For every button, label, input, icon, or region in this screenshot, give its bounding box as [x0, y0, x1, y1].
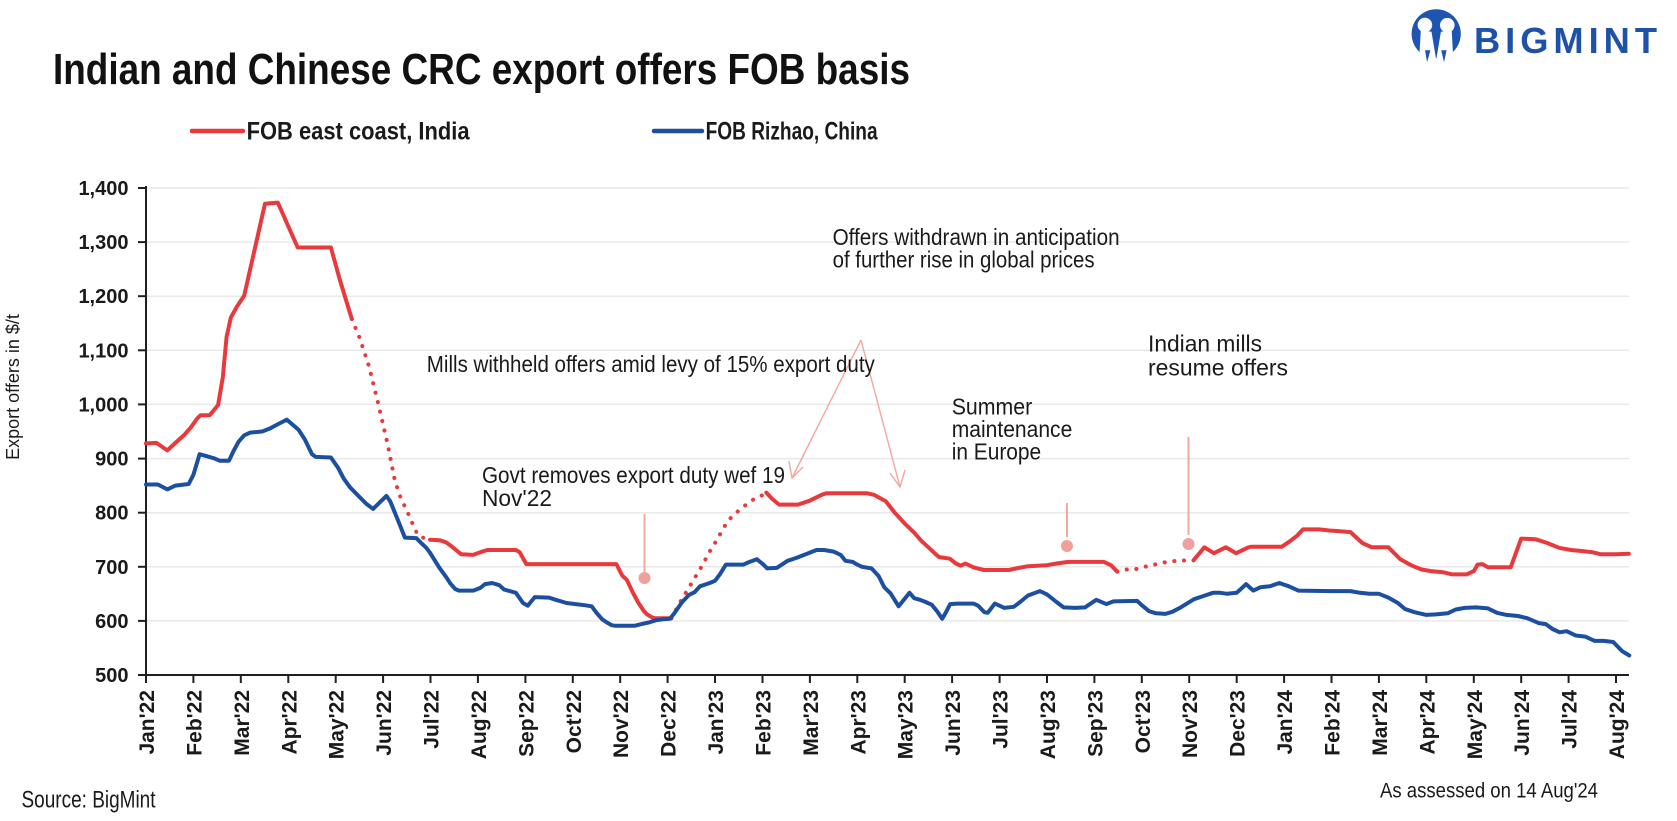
svg-text:May'22: May'22: [326, 690, 349, 759]
svg-text:May'24: May'24: [1464, 690, 1487, 760]
svg-text:Jun'22: Jun'22: [373, 690, 396, 756]
svg-text:FOB east coast, India: FOB east coast, India: [247, 118, 471, 146]
svg-text:BIGMINT: BIGMINT: [1474, 20, 1662, 61]
svg-text:Apr'23: Apr'23: [847, 690, 870, 755]
svg-text:800: 800: [95, 503, 128, 525]
svg-text:in Europe: in Europe: [952, 439, 1041, 465]
svg-text:Oct'23: Oct'23: [1132, 690, 1155, 753]
svg-text:Apr'24: Apr'24: [1416, 690, 1439, 755]
svg-text:Sep'22: Sep'22: [515, 690, 538, 757]
svg-text:resume offers: resume offers: [1148, 355, 1288, 381]
svg-text:Indian mills: Indian mills: [1148, 331, 1262, 357]
svg-text:maintenance: maintenance: [952, 416, 1073, 442]
svg-text:of further rise in global pric: of further rise in global prices: [833, 247, 1095, 273]
svg-text:Mills withheld offers amid lev: Mills withheld offers amid levy of 15% e…: [427, 351, 875, 377]
svg-text:As assessed on 14 Aug'24: As assessed on 14 Aug'24: [1380, 779, 1598, 803]
svg-text:700: 700: [95, 557, 128, 579]
svg-text:Feb'24: Feb'24: [1322, 690, 1345, 756]
svg-text:Mar'23: Mar'23: [800, 690, 823, 756]
svg-text:900: 900: [95, 449, 128, 471]
svg-text:FOB Rizhao, China: FOB Rizhao, China: [706, 118, 879, 146]
svg-text:Sep'23: Sep'23: [1084, 690, 1107, 757]
svg-text:Nov'22: Nov'22: [610, 690, 633, 758]
svg-text:Mar'22: Mar'22: [231, 690, 254, 756]
svg-text:1,300: 1,300: [78, 232, 128, 254]
svg-text:Govt removes export duty wef 1: Govt removes export duty wef 19: [482, 462, 785, 488]
svg-text:Offers withdrawn in anticipati: Offers withdrawn in anticipation: [833, 224, 1120, 250]
svg-text:Nov'23: Nov'23: [1179, 690, 1202, 758]
svg-text:Aug'24: Aug'24: [1606, 690, 1629, 759]
svg-text:Oct'22: Oct'22: [563, 690, 586, 753]
svg-text:Jul'22: Jul'22: [421, 690, 444, 749]
svg-text:Mar'24: Mar'24: [1369, 690, 1392, 756]
svg-text:600: 600: [95, 611, 128, 633]
svg-text:May'23: May'23: [895, 690, 918, 759]
svg-text:500: 500: [95, 665, 128, 687]
svg-text:1,400: 1,400: [78, 178, 128, 200]
svg-text:1,200: 1,200: [78, 286, 128, 308]
svg-text:Jun'23: Jun'23: [942, 690, 965, 756]
svg-text:Jul'23: Jul'23: [990, 690, 1013, 749]
svg-text:Feb'22: Feb'22: [183, 690, 206, 756]
svg-text:1,000: 1,000: [78, 394, 128, 416]
svg-text:Dec'22: Dec'22: [658, 690, 681, 757]
svg-text:Nov'22: Nov'22: [482, 485, 552, 511]
svg-text:Aug'22: Aug'22: [468, 690, 491, 759]
svg-text:Source: BigMint: Source: BigMint: [22, 787, 156, 814]
svg-text:Jan'23: Jan'23: [705, 690, 728, 755]
svg-text:Jun'24: Jun'24: [1511, 690, 1534, 756]
svg-text:Aug'23: Aug'23: [1037, 690, 1060, 759]
svg-text:Summer: Summer: [952, 394, 1033, 420]
svg-text:Apr'22: Apr'22: [278, 690, 301, 755]
svg-text:Jul'24: Jul'24: [1559, 690, 1582, 749]
svg-text:Feb'23: Feb'23: [753, 690, 776, 756]
svg-text:Jan'22: Jan'22: [136, 690, 159, 755]
svg-text:Dec'23: Dec'23: [1227, 690, 1250, 757]
svg-text:Jan'24: Jan'24: [1274, 690, 1297, 755]
svg-text:Indian and Chinese CRC export: Indian and Chinese CRC export offers FOB…: [53, 45, 910, 94]
svg-text:Export offers in $/t: Export offers in $/t: [3, 314, 23, 460]
svg-text:1,100: 1,100: [78, 340, 128, 362]
